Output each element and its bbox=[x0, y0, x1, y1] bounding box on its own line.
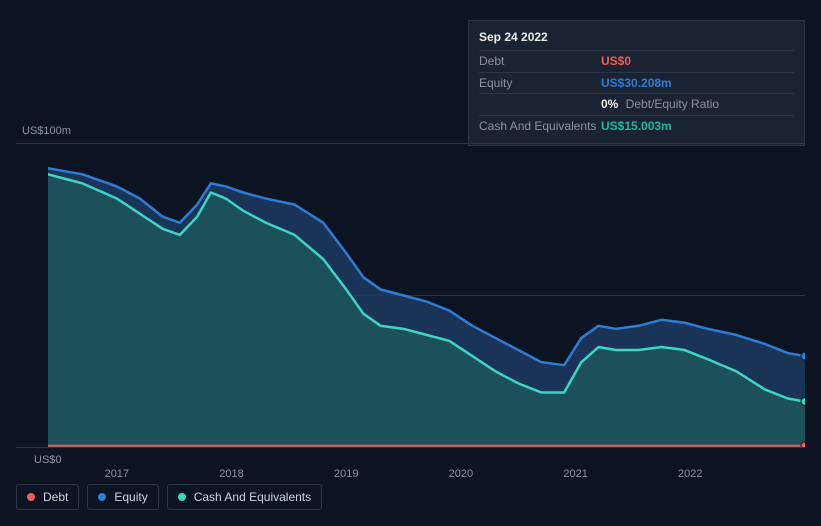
tooltip-row: 0% Debt/Equity Ratio bbox=[479, 93, 794, 115]
series-end-marker-cash bbox=[801, 398, 805, 406]
tooltip-row-value: US$30.208m bbox=[601, 75, 794, 92]
tooltip-row: DebtUS$0 bbox=[479, 50, 794, 72]
tooltip-row-key bbox=[479, 96, 601, 113]
legend-dot-icon bbox=[27, 493, 35, 501]
xaxis-tick-label: 2021 bbox=[563, 468, 587, 480]
legend-item-equity[interactable]: Equity bbox=[87, 484, 158, 510]
xaxis-tick-label: 2022 bbox=[678, 468, 702, 480]
legend-label: Equity bbox=[114, 490, 147, 504]
yaxis-top-label: US$100m bbox=[22, 125, 71, 137]
xaxis-tick-label: 2018 bbox=[219, 468, 243, 480]
chart-container: US$100m US$0 bbox=[16, 125, 805, 466]
tooltip-row-key: Debt bbox=[479, 53, 601, 70]
chart-svg bbox=[48, 144, 805, 447]
legend-item-debt[interactable]: Debt bbox=[16, 484, 79, 510]
chart-legend: Debt Equity Cash And Equivalents bbox=[16, 484, 322, 510]
series-end-marker-equity bbox=[801, 352, 805, 360]
legend-label: Cash And Equivalents bbox=[194, 490, 311, 504]
chart-plot-area[interactable] bbox=[16, 143, 805, 448]
xaxis-tick-label: 2019 bbox=[334, 468, 358, 480]
xaxis-labels: 2017 2018 2019 2020 2021 2022 bbox=[48, 468, 805, 482]
xaxis-tick-label: 2020 bbox=[449, 468, 473, 480]
tooltip-row-value: 0% Debt/Equity Ratio bbox=[601, 96, 794, 113]
tooltip-row: EquityUS$30.208m bbox=[479, 72, 794, 94]
yaxis-bottom-label: US$0 bbox=[34, 454, 62, 466]
tooltip-row-suffix: Debt/Equity Ratio bbox=[622, 97, 719, 111]
legend-item-cash-and-equivalents[interactable]: Cash And Equivalents bbox=[167, 484, 322, 510]
tooltip-row-value: US$0 bbox=[601, 53, 794, 70]
legend-label: Debt bbox=[43, 490, 68, 504]
tooltip-row-key: Equity bbox=[479, 75, 601, 92]
legend-dot-icon bbox=[98, 493, 106, 501]
legend-dot-icon bbox=[178, 493, 186, 501]
tooltip-date: Sep 24 2022 bbox=[479, 27, 794, 50]
xaxis-tick-label: 2017 bbox=[105, 468, 129, 480]
